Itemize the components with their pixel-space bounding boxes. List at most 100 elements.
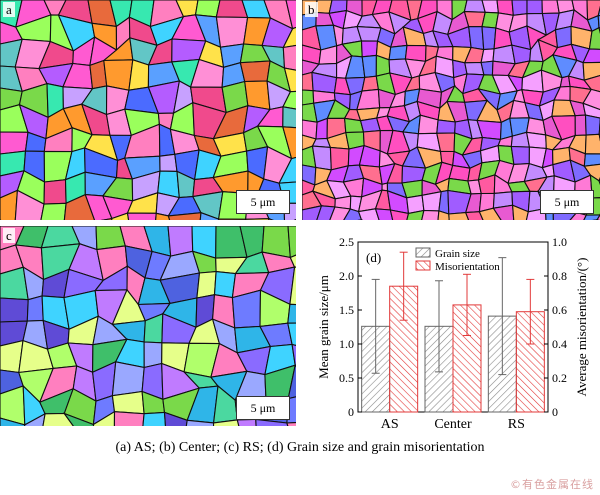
grain <box>596 214 600 220</box>
grain <box>282 126 296 160</box>
error-bar <box>463 273 471 336</box>
grain <box>311 145 332 171</box>
grain <box>480 48 495 64</box>
grain <box>126 212 157 220</box>
micrograph-a: a 5 μm <box>0 0 296 220</box>
grain <box>199 211 220 220</box>
figure-caption: (a) AS; (b) Center; (c) RS; (d) Grain si… <box>115 440 485 455</box>
grain <box>291 343 296 368</box>
grain <box>0 297 29 323</box>
error-bar <box>498 257 507 376</box>
grain <box>155 212 171 220</box>
micrograph-c: c 5 μm <box>0 226 296 426</box>
x-tick-label: AS <box>381 417 399 432</box>
grain <box>389 209 410 220</box>
grain <box>282 90 296 110</box>
grain <box>583 153 600 167</box>
grain <box>525 131 547 150</box>
grain <box>14 189 45 220</box>
grain <box>218 218 247 220</box>
grain <box>142 411 167 426</box>
grain <box>438 189 450 215</box>
grain <box>26 295 44 322</box>
grain <box>511 204 529 220</box>
grain <box>478 207 502 220</box>
grain <box>510 145 530 165</box>
grain <box>361 54 377 79</box>
grain <box>289 254 296 268</box>
y2-tick-label: 0.4 <box>552 337 567 351</box>
grain <box>159 153 178 172</box>
grain <box>185 419 215 426</box>
grain <box>40 202 67 220</box>
grain <box>584 114 600 136</box>
ebsd-map-a <box>0 0 296 220</box>
grain <box>360 40 379 58</box>
grain <box>128 59 150 91</box>
grain <box>163 411 188 426</box>
y2-tick-label: 0 <box>552 405 558 419</box>
x-tick-label: Center <box>434 417 472 432</box>
grain <box>436 132 456 153</box>
grain <box>582 102 600 119</box>
grain <box>282 26 296 49</box>
grain <box>357 208 380 220</box>
grain <box>302 71 314 92</box>
grain <box>569 211 588 220</box>
grain <box>481 26 497 51</box>
grain <box>268 217 274 220</box>
y2-axis-label: Average misorientation/(°) <box>574 258 589 397</box>
grain <box>511 0 528 16</box>
grain <box>236 418 257 426</box>
panel-label-d: (d) <box>366 250 381 265</box>
grain <box>287 322 296 347</box>
grain <box>421 191 442 212</box>
ebsd-map-b <box>302 0 600 220</box>
grain <box>43 179 67 205</box>
grain <box>167 212 202 220</box>
grain <box>215 16 249 48</box>
grain <box>113 411 145 426</box>
grain <box>584 133 600 155</box>
grain <box>245 218 270 220</box>
grain <box>436 119 456 134</box>
grain <box>24 412 46 426</box>
y-tick-label: 2.0 <box>339 269 354 283</box>
grain <box>302 205 323 220</box>
scale-bar-a: 5 μm <box>236 190 290 214</box>
panel-label-a: a <box>3 2 15 17</box>
scale-bar-b: 5 μm <box>540 190 594 214</box>
grain <box>492 204 515 220</box>
error-bar <box>371 278 380 374</box>
grain <box>194 0 221 18</box>
legend-label: Grain size <box>435 248 480 260</box>
grain <box>212 419 240 426</box>
legend-label: Misorientation <box>435 261 500 273</box>
grain <box>0 189 19 220</box>
grain <box>361 75 380 92</box>
x-axis-label: Stir zone <box>428 432 478 434</box>
legend-swatch <box>415 247 431 258</box>
grain <box>100 217 113 220</box>
ebsd-map-c <box>0 226 296 426</box>
grain <box>437 210 450 220</box>
grain <box>574 114 587 137</box>
grain <box>316 205 336 220</box>
grain <box>381 182 389 192</box>
grain <box>588 26 600 50</box>
grain <box>196 270 217 299</box>
y-tick-label: 0 <box>348 405 354 419</box>
error-bar <box>526 278 535 345</box>
y2-tick-label: 0.2 <box>552 371 567 385</box>
grain <box>92 410 116 426</box>
grain <box>289 266 296 306</box>
grain <box>239 60 271 83</box>
error-bar <box>435 280 443 373</box>
grain <box>282 106 296 129</box>
grain <box>283 67 296 93</box>
grain <box>421 209 440 220</box>
grain <box>286 421 296 426</box>
grain <box>287 226 296 259</box>
grain <box>285 0 296 30</box>
grain <box>481 0 500 14</box>
